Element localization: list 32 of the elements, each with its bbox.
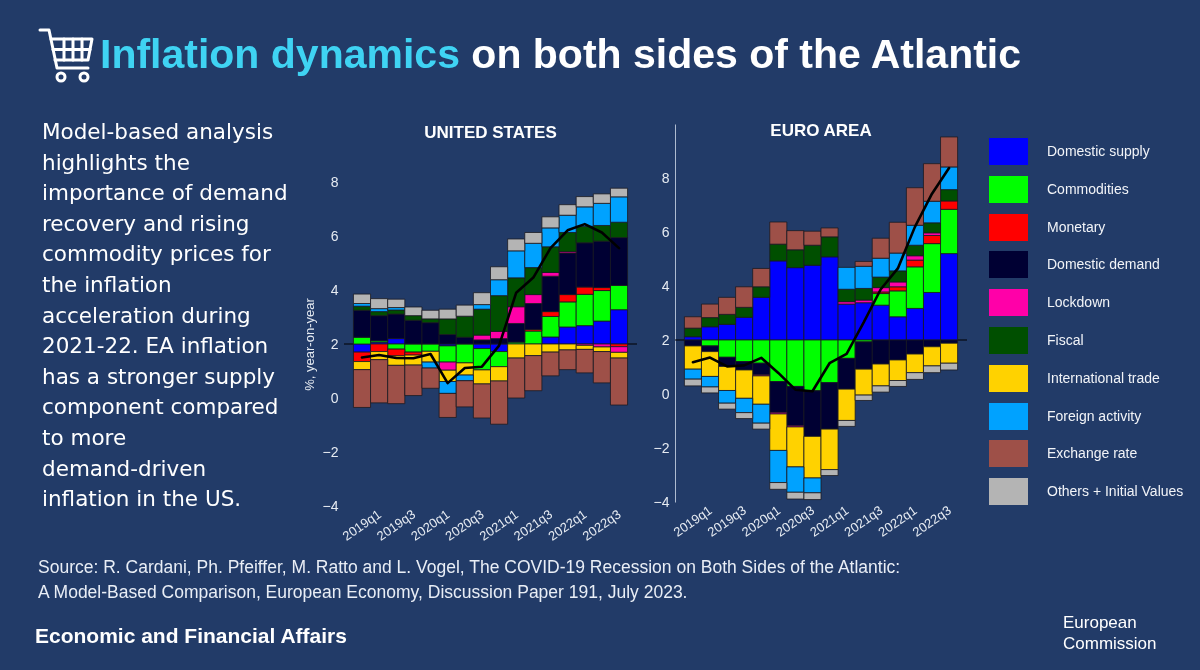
y-tick-label: −4 [322, 497, 339, 513]
y-tick-label: 0 [330, 389, 339, 405]
chart-title: EURO AREA [770, 121, 872, 140]
y-tick-label: 8 [661, 169, 670, 186]
y-tick-label: −2 [322, 443, 339, 459]
legend-label: Lockdown [1047, 293, 1111, 313]
y-axis-title: %, year-on-year [301, 297, 317, 391]
legend-label: Domestic demand [1047, 255, 1160, 275]
y-tick-label: 8 [330, 173, 339, 189]
chart-title: UNITED STATES [424, 122, 557, 141]
legend-label: International trade [1047, 368, 1160, 388]
text: Inflation dynamics on both sides of the Atlantic [100, 31, 1022, 77]
legend-label: Others + Initial Values [1047, 482, 1184, 502]
y-tick-label: −4 [653, 493, 670, 510]
y-tick-label: 6 [661, 223, 670, 240]
text: Model-based analysis highlights the importance of demand recovery and rising commodity prices for the inflation acceleration during 2021-22. EA inflation has a stronger supply component compared to more demand-driven inflation in the US. [42, 119, 288, 512]
legend-label: Commodities [1047, 179, 1129, 199]
y-tick-label: 4 [330, 281, 339, 297]
text: Economic and Financial Affairs [35, 624, 347, 648]
source-note: Source: R. Cardani, Ph. Pfeiffer, M. Ratto and L. Vogel, The COVID-19 Recession on Both Sides of the Atlantic: A Model-Based Comparison, European Economy, Discussion Paper 191, July 2023. [38, 556, 902, 604]
text: European Commission [1063, 612, 1158, 654]
y-tick-label: 2 [661, 331, 670, 348]
legend-label: Domestic supply [1047, 142, 1150, 161]
y-tick-label: 4 [661, 277, 670, 294]
y-tick-label: 2 [330, 335, 339, 351]
legend-label: Fiscal [1047, 331, 1084, 350]
y-tick-label: 0 [661, 385, 670, 402]
y-tick-label: −2 [653, 439, 670, 456]
y-tick-label: 6 [330, 227, 339, 243]
legend-label: Foreign activity [1047, 406, 1142, 426]
legend-label: Monetary [1047, 217, 1106, 237]
legend-label: Exchange rate [1047, 444, 1138, 464]
